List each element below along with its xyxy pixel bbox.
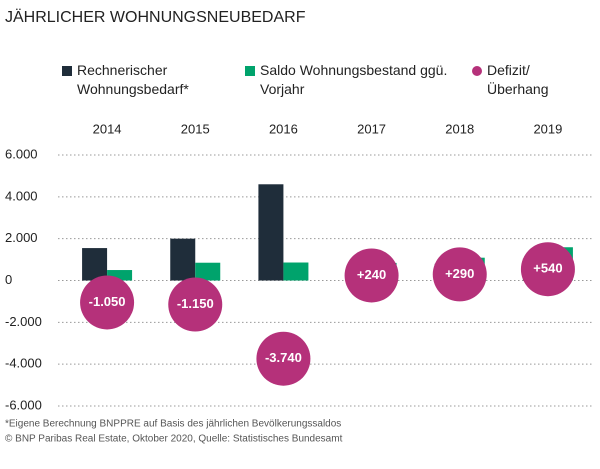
deficit-circle	[80, 275, 135, 330]
footnote: *Eigene Berechnung BNPPRE auf Basis des …	[5, 419, 341, 430]
deficit-circle	[256, 331, 311, 386]
legend-label: Defizit/ Überhang	[487, 62, 549, 97]
bar	[258, 184, 284, 281]
legend-swatch	[472, 66, 482, 76]
deficit-circle	[168, 277, 223, 332]
deficit-circle	[520, 242, 575, 297]
data-label: -1.050	[89, 294, 126, 309]
legend-label: Saldo Wohnungsbestand ggü. Vorjahr	[260, 62, 448, 97]
data-label: +540	[533, 261, 562, 276]
data-label: -1.150	[177, 296, 214, 311]
x-tick-label: 2017	[357, 121, 386, 136]
bar	[283, 262, 309, 281]
y-tick-label: -4.000	[5, 356, 42, 371]
data-label: +240	[357, 267, 386, 282]
x-tick-label: 2015	[181, 121, 210, 136]
x-tick-label: 2016	[269, 121, 298, 136]
x-tick-label: 2014	[93, 121, 122, 136]
y-tick-label: 4.000	[5, 188, 38, 203]
y-tick-label: 6.000	[5, 146, 38, 161]
footnote: © BNP Paribas Real Estate, Oktober 2020,…	[5, 434, 343, 445]
y-tick-label: 0	[5, 272, 12, 287]
chart-title: JÄHRLICHER WOHNUNGSNEUBEDARF	[5, 8, 306, 26]
data-label: +290	[445, 266, 474, 281]
y-tick-label: 2.000	[5, 230, 38, 245]
bar	[195, 262, 221, 281]
y-tick-label: -2.000	[5, 314, 42, 329]
deficit-circle	[344, 248, 399, 303]
bar	[107, 270, 133, 281]
legend-swatch	[245, 66, 255, 76]
x-tick-label: 2018	[445, 121, 474, 136]
x-tick-label: 2019	[533, 121, 562, 136]
legend-label: Rechnerischer Wohnungsbedarf*	[77, 62, 189, 97]
bar	[82, 248, 108, 281]
legend-swatch	[62, 66, 72, 76]
y-tick-label: -6.000	[5, 397, 42, 412]
data-label: -3.740	[265, 350, 302, 365]
bar	[170, 238, 196, 281]
deficit-circle	[432, 247, 487, 302]
